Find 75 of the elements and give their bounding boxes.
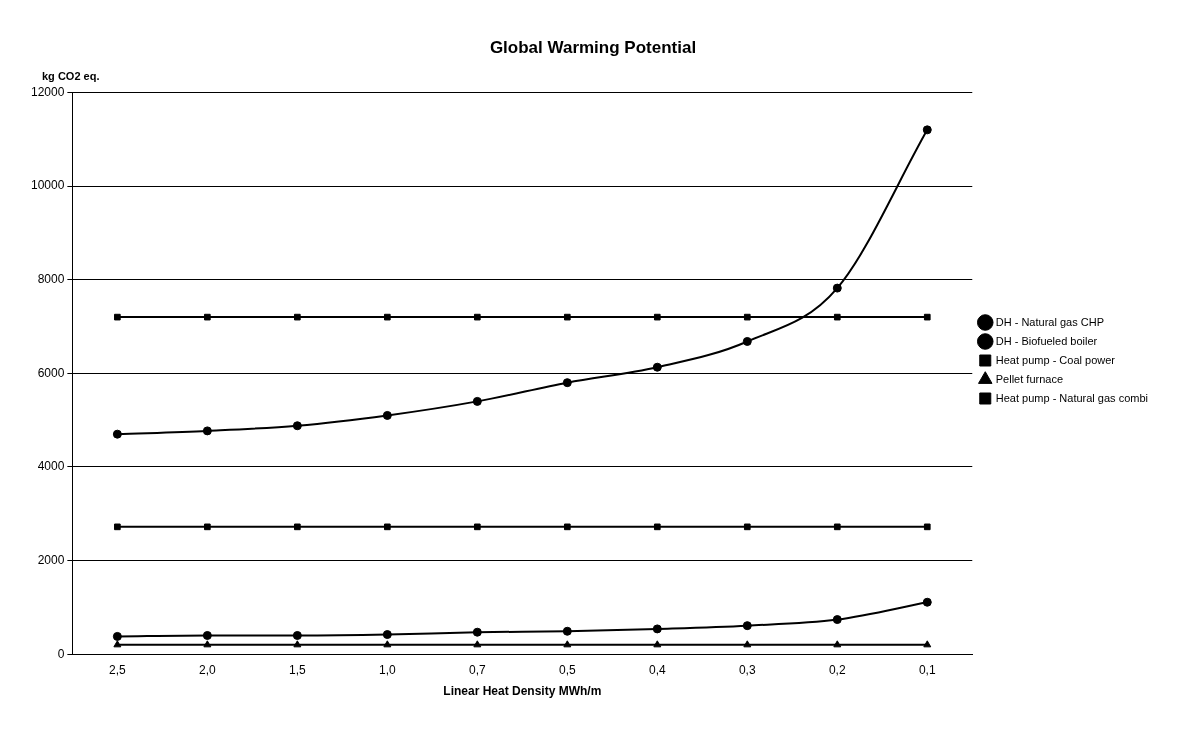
point: [202, 426, 212, 436]
point: [563, 640, 572, 648]
point: [653, 523, 661, 531]
point: [382, 410, 392, 420]
point: [472, 627, 482, 637]
point: [653, 313, 661, 321]
point: [294, 523, 301, 531]
y-tick-label: 6000: [37, 365, 65, 380]
x-tick-label: 0,1: [918, 662, 936, 677]
point: [922, 597, 932, 607]
x-tick-label: 2,5: [109, 662, 127, 677]
y-tick-label: 0: [57, 646, 65, 661]
point: [833, 640, 842, 648]
point: [112, 429, 122, 439]
point: [832, 615, 842, 625]
point: [743, 313, 751, 321]
y-tick-label: 4000: [37, 459, 65, 474]
point: [922, 125, 932, 135]
point: [382, 630, 392, 640]
point: [653, 640, 662, 648]
x-tick-label: 0,3: [738, 662, 756, 677]
point: [923, 313, 931, 321]
point: [743, 640, 752, 648]
point: [562, 378, 572, 388]
point: [832, 283, 842, 293]
point: [473, 640, 482, 648]
point: [923, 523, 931, 531]
point: [742, 621, 752, 631]
point: [292, 421, 302, 431]
point: [474, 313, 481, 321]
legend-label: Heat pump - Coal power: [995, 353, 1116, 366]
point: [202, 630, 212, 640]
legend-label: Heat pump - Natural gas combi: [995, 391, 1148, 404]
y-tick-label: 2000: [37, 552, 65, 567]
x-tick-label: 2,0: [199, 662, 217, 677]
legend-label: DH - Natural gas CHP: [995, 315, 1104, 328]
point: [204, 523, 211, 531]
point: [384, 523, 391, 531]
point: [113, 640, 122, 648]
x-tick-label: 1,0: [378, 662, 396, 677]
y-axis-title: kg CO2 eq.: [42, 69, 100, 82]
point: [652, 624, 662, 634]
point: [294, 313, 301, 321]
legend-label: DH - Biofueled boiler: [995, 334, 1098, 347]
x-tick-label: 1,5: [289, 662, 307, 677]
chart-title: Global Warming Potential: [489, 37, 697, 57]
x-axis-title: Linear Heat Density MWh/m: [443, 684, 602, 699]
point: [562, 626, 572, 636]
point: [563, 523, 571, 531]
point: [652, 362, 662, 372]
point: [923, 640, 932, 648]
point: [833, 313, 841, 321]
point: [112, 631, 122, 641]
point: [833, 523, 841, 531]
x-tick-label: 0,4: [648, 662, 666, 677]
point: [292, 630, 302, 640]
point: [293, 640, 302, 648]
point: [474, 523, 481, 531]
point: [114, 313, 121, 321]
legend-label: Pellet furnace: [995, 372, 1064, 385]
point: [114, 523, 121, 531]
point: [203, 640, 212, 648]
y-tick-label: 12000: [30, 84, 65, 99]
point: [383, 640, 392, 648]
y-tick-label: 8000: [37, 271, 65, 286]
point: [472, 396, 482, 406]
point: [204, 313, 211, 321]
x-tick-label: 0,2: [828, 662, 846, 677]
x-tick-label: 0,7: [468, 662, 486, 677]
x-tick-label: 0,5: [558, 662, 576, 677]
point: [384, 313, 391, 321]
point: [743, 523, 751, 531]
y-tick-label: 10000: [30, 178, 65, 193]
point: [742, 336, 752, 346]
point: [563, 313, 571, 321]
